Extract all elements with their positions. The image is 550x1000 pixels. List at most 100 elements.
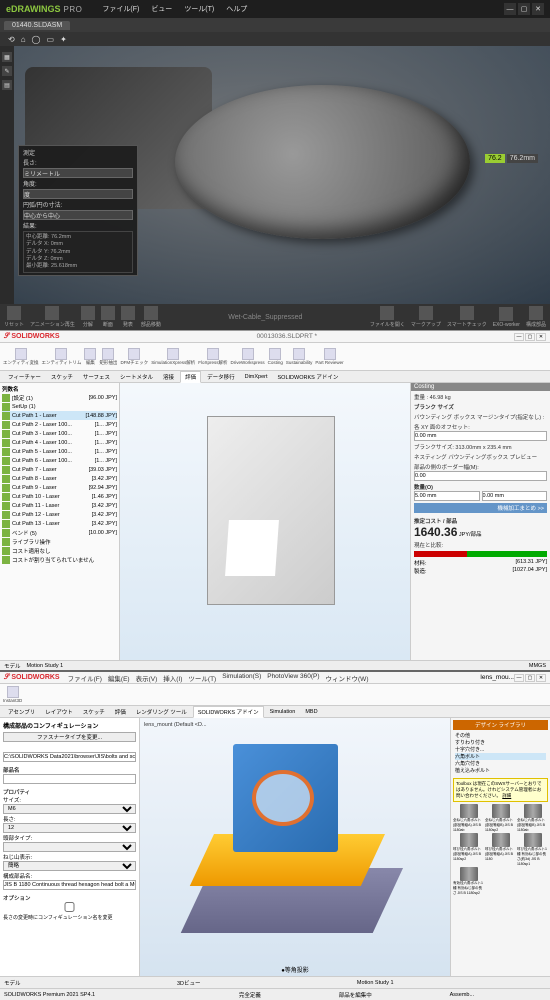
sw-viewport[interactable] <box>120 383 410 660</box>
detail-input[interactable] <box>414 471 547 481</box>
view-tool-icon[interactable]: ⌂ <box>21 35 26 44</box>
maximize-button[interactable]: ▢ <box>518 3 530 15</box>
view-tool-icon[interactable]: ▭ <box>47 35 55 44</box>
document-tab[interactable]: 01440.SLDASM <box>4 21 70 30</box>
folder-item[interactable]: すりわり付き <box>455 739 546 746</box>
ribbon-button[interactable]: DFMチェック <box>120 348 148 366</box>
ribbon-button[interactable]: SimulationXpress解析 <box>151 348 195 366</box>
view-tab-model[interactable]: モデル <box>4 979 21 987</box>
menu-view[interactable]: ビュー <box>151 4 172 14</box>
menu-view[interactable]: 表示(V) <box>136 673 158 683</box>
arc-select[interactable]: 中心から中心 <box>23 210 133 220</box>
tree-row[interactable]: [設定 (1)[96.00 JPY] <box>2 393 117 402</box>
tree-row[interactable]: Cut Path 1 - Laser[148.88 JPY] <box>2 411 117 420</box>
close-button[interactable]: ✕ <box>536 333 546 341</box>
tab-sheetmetal[interactable]: シートメタル <box>116 372 157 382</box>
minimize-button[interactable]: — <box>514 333 524 341</box>
tree-top-node[interactable]: lens_mount (Default <D... <box>144 722 207 728</box>
warning-link[interactable]: 詳細 <box>502 793 511 798</box>
toolbox-item[interactable]: 全ねじ六角ボルト(部品等級B) JIS B 1180ab <box>517 804 548 832</box>
assembly-viewport[interactable]: lens_mount (Default <D... ●等角投影 <box>140 718 450 976</box>
menu-photoview[interactable]: PhotoView 360(P) <box>267 673 319 683</box>
thread-select[interactable]: 簡略 <box>3 861 136 871</box>
tab-addins[interactable]: SOLIDWORKS アドイン <box>274 372 343 382</box>
view-tab-model[interactable]: モデル <box>4 662 21 670</box>
units-label[interactable]: MMGS <box>529 663 546 669</box>
folder-item[interactable]: その他 <box>455 732 546 739</box>
tree-row[interactable]: Cut Path 10 - Laser[1.46 JPY] <box>2 492 117 501</box>
tab-features[interactable]: フィーチャー <box>4 372 45 382</box>
view-tool-icon[interactable]: ◯ <box>32 35 41 44</box>
markup-button[interactable]: マークアップ <box>411 306 441 328</box>
menu-file[interactable]: ファイル(F) <box>102 4 139 14</box>
folder-item[interactable]: 十字穴付き... <box>455 746 546 753</box>
toolbox-item[interactable]: 呼び径六角ボルト(部品等級A) JIS B 1180sp2 <box>453 833 484 866</box>
ribbon-button[interactable]: 編集 <box>84 348 96 366</box>
angle-select[interactable]: 度 <box>23 189 133 199</box>
tree-row[interactable]: Cut Path 8 - Laser[3.42 JPY] <box>2 474 117 483</box>
progress-label[interactable]: 機械加工まとめ >> <box>414 503 547 513</box>
ribbon-button[interactable]: エンティティトリム <box>41 348 81 366</box>
reset-button[interactable]: リセット <box>4 306 24 328</box>
comp-input[interactable] <box>3 880 136 890</box>
ribbon-instant3d[interactable]: Instant3D <box>3 686 22 703</box>
menu-tools[interactable]: ツール(T) <box>184 4 214 14</box>
tab-sketch[interactable]: スケッチ <box>47 372 77 382</box>
tab-layout[interactable]: レイアウト <box>41 707 77 717</box>
menu-simulation[interactable]: Simulation(S) <box>222 673 261 683</box>
ribbon-button[interactable]: Sustainability <box>286 348 313 365</box>
maximize-button[interactable]: ▢ <box>525 333 535 341</box>
folder-item[interactable]: 六角ボルト <box>455 753 546 760</box>
minimize-button[interactable]: — <box>514 674 524 682</box>
tree-row[interactable]: Cut Path 7 - Laser[39.03 JPY] <box>2 465 117 474</box>
close-button[interactable]: ✕ <box>536 674 546 682</box>
side-tool-icon[interactable]: ✎ <box>2 66 12 76</box>
tree-row[interactable]: コスト適用なし <box>2 546 117 555</box>
edrawings-viewport[interactable]: 76.2 76.2mm 測定 長さ: ミリメートル 角度: 度 円弧/円の寸法:… <box>14 46 550 304</box>
close-button[interactable]: ✕ <box>532 3 544 15</box>
tree-row[interactable]: Cut Path 2 - Laser 100...[1... JPY] <box>2 420 117 429</box>
folder-item[interactable]: 六角穴付き <box>455 760 546 767</box>
minimize-button[interactable]: — <box>504 3 516 15</box>
section-button[interactable]: 断面 <box>101 306 115 328</box>
size-select[interactable]: M6 <box>3 804 136 814</box>
tree-row[interactable]: Cut Path 13 - Laser[3.42 JPY] <box>2 519 117 528</box>
path-input[interactable] <box>3 752 136 762</box>
tab-simulation[interactable]: Simulation <box>266 708 300 716</box>
xy-input[interactable] <box>414 431 547 441</box>
ribbon-costing-button[interactable]: Costing <box>268 348 283 365</box>
ribbon-button[interactable]: Part Reviewer <box>315 348 343 365</box>
option-checkbox[interactable]: 長さの変更時にコンフィギュレーション名を変更 <box>3 908 136 921</box>
tree-row[interactable]: ベンド (5)[10.00 JPY] <box>2 528 117 537</box>
open-file-button[interactable]: ファイルを開く <box>370 306 405 328</box>
exo-button[interactable]: EXO-worker <box>493 307 520 328</box>
view-tab-motion[interactable]: Motion Study 1 <box>357 980 394 986</box>
tree-row[interactable]: コストが割り当てられていません <box>2 555 117 564</box>
tree-row[interactable]: Cut Path 5 - Laser 100...[1... JPY] <box>2 447 117 456</box>
toolbox-item[interactable]: 呼び径六角ボルト(部品等級A) JIS B 1180 <box>485 833 516 866</box>
tree-row[interactable]: SetUp (1) <box>2 402 117 411</box>
s2-input[interactable] <box>482 491 548 501</box>
tab-mbd[interactable]: MBD <box>301 708 321 716</box>
ribbon-button[interactable]: FloXpress解析 <box>198 348 227 366</box>
toolbox-item[interactable]: 呼び径六角ボルト1種 有効ねじ部の長さ(約3d) JIS B 1180sp1 <box>517 833 548 866</box>
menu-insert[interactable]: 挿入(I) <box>163 673 182 683</box>
side-tool-icon[interactable]: ▦ <box>2 52 12 62</box>
drive-select[interactable] <box>3 842 136 852</box>
view-tool-icon[interactable]: ✦ <box>60 35 67 44</box>
move-button[interactable]: 部品移動 <box>141 306 161 328</box>
side-tool-icon[interactable]: ▤ <box>2 80 12 90</box>
ribbon-button[interactable]: エンティティ変換 <box>3 348 38 366</box>
part-input[interactable] <box>3 774 136 784</box>
toolbox-item[interactable]: 有効径六角ボルト1種 有効ねじ部の長さ JIS B 1180sp2 <box>453 867 484 896</box>
explode-button[interactable]: 分解 <box>81 306 95 328</box>
length-select[interactable]: ミリメートル <box>23 168 133 178</box>
tree-row[interactable]: Cut Path 11 - Laser[3.42 JPY] <box>2 501 117 510</box>
present-button[interactable]: 発表 <box>121 306 135 328</box>
tab-render[interactable]: レンダリング ツール <box>132 707 191 717</box>
length-select[interactable]: 12 <box>3 823 136 833</box>
tab-surface[interactable]: サーフェス <box>79 372 114 382</box>
tab-evaluate[interactable]: 評価 <box>180 371 201 383</box>
tree-row[interactable]: Cut Path 3 - Laser 100...[1... JPY] <box>2 429 117 438</box>
tree-row[interactable]: Cut Path 9 - Laser[92.94 JPY] <box>2 483 117 492</box>
